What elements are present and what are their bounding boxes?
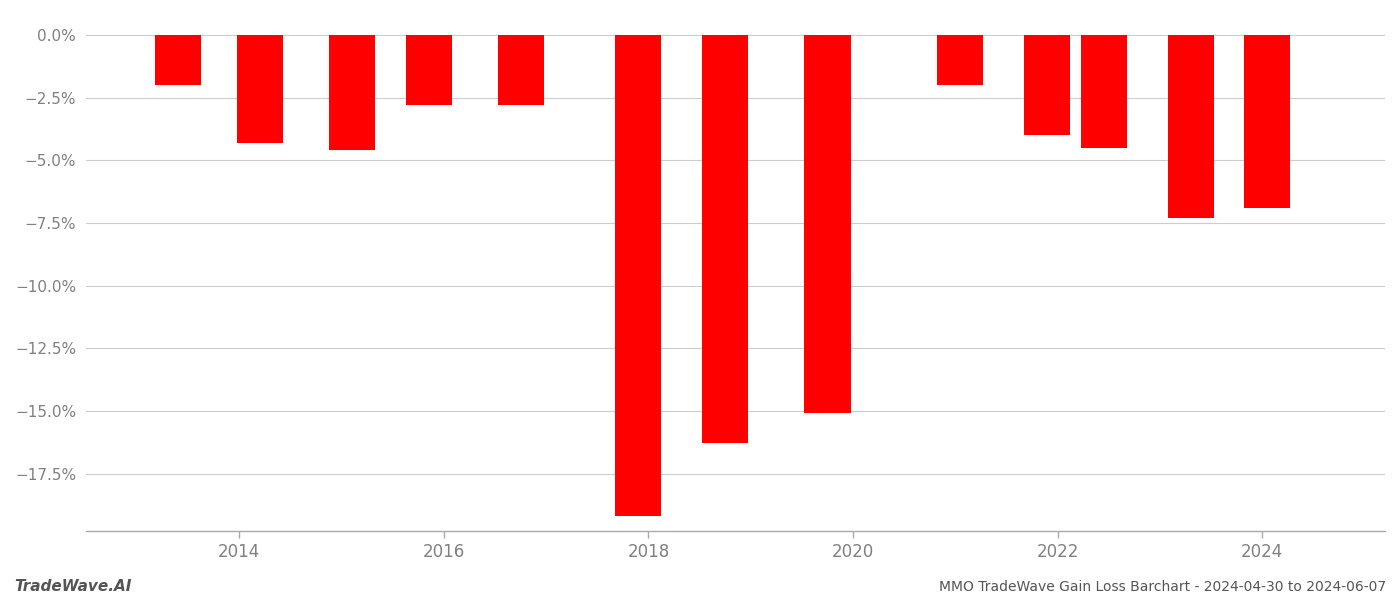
Bar: [497, 35, 543, 105]
Bar: [1081, 35, 1127, 148]
Text: TradeWave.AI: TradeWave.AI: [14, 579, 132, 594]
Text: MMO TradeWave Gain Loss Barchart - 2024-04-30 to 2024-06-07: MMO TradeWave Gain Loss Barchart - 2024-…: [939, 580, 1386, 594]
Bar: [1245, 35, 1291, 208]
Bar: [615, 35, 661, 516]
Bar: [805, 35, 851, 413]
Bar: [329, 35, 375, 151]
Bar: [406, 35, 452, 105]
Bar: [1168, 35, 1214, 218]
Bar: [938, 35, 983, 85]
Bar: [237, 35, 283, 143]
Bar: [703, 35, 748, 443]
Bar: [1025, 35, 1071, 135]
Bar: [155, 35, 202, 85]
